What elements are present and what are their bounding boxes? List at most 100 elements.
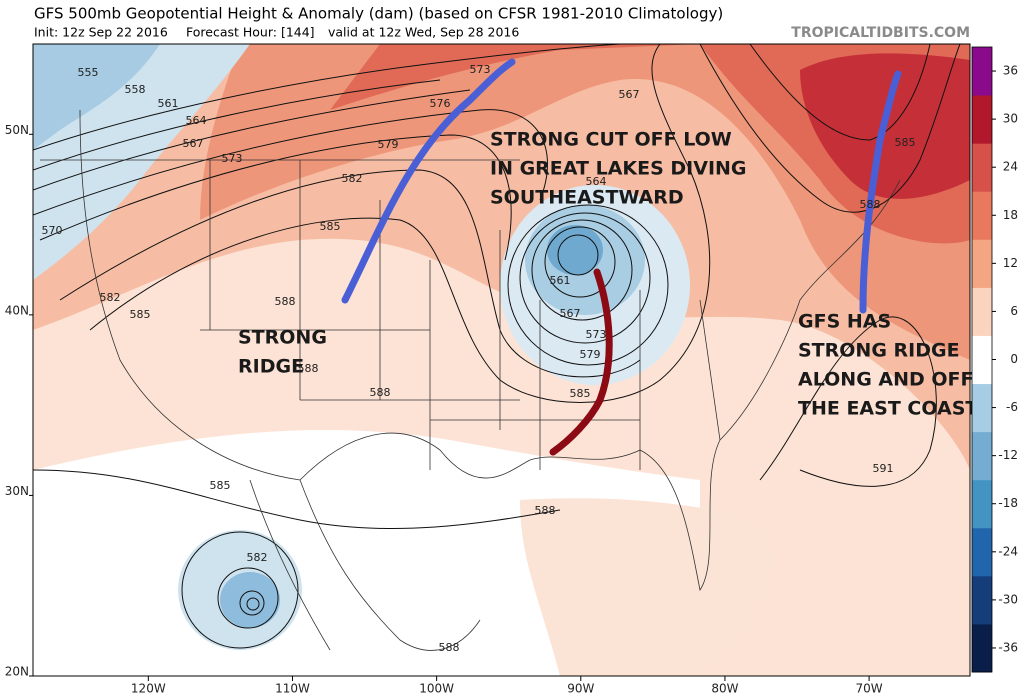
- lon-tick-label: 120W: [131, 682, 166, 696]
- contour-label: 585: [320, 220, 341, 233]
- colorbar-band: [972, 47, 992, 96]
- contour-label: 579: [580, 348, 601, 361]
- colorbar-band: [972, 191, 992, 240]
- init-time: Init: 12z Sep 22 2016: [34, 25, 168, 40]
- contour: [239, 590, 265, 616]
- map-area: 555 558 561 564 567 573 570 579 582 585 588 582 585 5…: [33, 44, 970, 676]
- colorbar: 36 30 24 18 12 6 0 -6 -12 -18 -24 -30 -36: [971, 46, 1018, 673]
- colorbar-band: [972, 335, 992, 385]
- contour-label: 582: [100, 291, 121, 304]
- anomaly-weak: [520, 498, 777, 676]
- contour: [89, 44, 711, 403]
- title: GFS 500mb Geopotential Height & Anomaly …: [34, 5, 723, 23]
- contour: [33, 89, 471, 191]
- lon-tick-label: 70W: [856, 682, 883, 696]
- tropical-low-core: [220, 572, 280, 628]
- annotation: STRONG: [238, 327, 327, 349]
- annotation: STRONG RIDGE: [798, 340, 960, 362]
- contour: [33, 44, 621, 151]
- contour: [33, 79, 441, 171]
- contour: [531, 219, 633, 321]
- colorbar-band: [972, 287, 992, 336]
- contour-label: 573: [470, 63, 491, 76]
- axis-ticks: 120W 110W 100W 90W 80W 70W 20N 30N 40N 50N: [5, 123, 883, 696]
- colorbar-band: [972, 527, 992, 577]
- site-credit: TROPICALTIDBITS.COM: [791, 25, 970, 41]
- contour-label: 558: [125, 83, 146, 96]
- contour: [749, 44, 931, 141]
- contour-label: 564: [586, 175, 607, 188]
- annotation: GFS HAS: [798, 311, 891, 333]
- contour-label: 591: [873, 462, 894, 475]
- colorbar-band: [972, 143, 992, 192]
- anomaly-negative-nw-core: [33, 44, 160, 150]
- lon-tick-label: 80W: [711, 682, 738, 696]
- contour-label: 585: [130, 308, 151, 321]
- contour-label: 588: [370, 386, 391, 399]
- contour: [759, 316, 937, 487]
- colorbar-band: [972, 431, 992, 481]
- lon-tick-label: 110W: [275, 682, 310, 696]
- lon-tick-label: 90W: [567, 682, 594, 696]
- contour: [181, 531, 299, 649]
- colorbar-tick-label: -18: [998, 496, 1018, 510]
- lat-tick-label: 50N: [5, 123, 29, 137]
- contour-label: 564: [186, 114, 207, 127]
- lon-tick-label: 100W: [419, 682, 454, 696]
- colorbar-tick-label: 12: [1003, 256, 1018, 270]
- contour-label: 561: [550, 274, 571, 287]
- contour-label: 576: [430, 97, 451, 110]
- lat-tick-label: 30N: [5, 484, 29, 498]
- lat-tick-label: 40N: [5, 303, 29, 317]
- colorbar-tick-label: 18: [1003, 208, 1018, 222]
- annotation: STRONG CUT OFF LOW: [490, 129, 732, 151]
- contour-label: 567: [183, 137, 204, 150]
- colorbar-tick-label: -12: [998, 448, 1018, 462]
- contour-label: 567: [560, 307, 581, 320]
- contour-label: 555: [78, 66, 99, 79]
- contour-label: 561: [158, 97, 179, 110]
- map-frame: [32, 43, 971, 677]
- contour: [699, 44, 961, 213]
- colorbar-tick-label: 36: [1003, 64, 1018, 78]
- contour-label: 588: [298, 362, 319, 375]
- colorbar-tick-label: -24: [998, 544, 1018, 558]
- annotation: IN GREAT LAKES DIVING: [490, 158, 747, 180]
- colorbar-band: [972, 95, 992, 144]
- state-lines: [40, 159, 721, 470]
- contour-label: 573: [586, 328, 607, 341]
- contour: [557, 234, 599, 276]
- valid-time: valid at 12z Wed, Sep 28 2016: [328, 25, 519, 40]
- annotations: STRONG CUT OFF LOW IN GREAT LAKES DIVING S…: [238, 129, 978, 420]
- colorbar-tick-label: 0: [1010, 352, 1018, 366]
- contour-label: 588: [860, 198, 881, 211]
- contour-label: 588: [275, 295, 296, 308]
- contour-label: 570: [42, 224, 63, 237]
- annotation: THE EAST COAST: [798, 398, 978, 420]
- contour-label: 585: [895, 136, 916, 149]
- contour-label: 588: [439, 641, 460, 654]
- contour: [246, 597, 260, 611]
- colorbar-band: [972, 239, 992, 288]
- annotation: ALONG AND OFF: [798, 369, 974, 391]
- colorbar-tick-label: -30: [998, 592, 1018, 606]
- contour-label: 585: [210, 479, 231, 492]
- contour-label: 579: [378, 138, 399, 151]
- height-contours: [33, 44, 961, 649]
- contour: [59, 169, 641, 378]
- contour: [39, 134, 512, 261]
- contour: [519, 212, 651, 344]
- annotation: SOUTHEASTWARD: [490, 187, 684, 209]
- colorbar-tick-label: 6: [1010, 304, 1018, 318]
- contour: [33, 469, 561, 530]
- colorbar-band: [972, 575, 992, 625]
- coastline: [79, 109, 901, 592]
- contour-label: 567: [619, 88, 640, 101]
- forecast-hour: Forecast Hour: [144]: [186, 25, 315, 40]
- colorbar-tick-label: 30: [1003, 112, 1018, 126]
- cutoff-low-center: [547, 225, 603, 275]
- contour-labels: 555 558 561 564 567 573 570 579 582 585 588 582 585 5…: [42, 63, 916, 654]
- contour-label: 582: [247, 551, 268, 564]
